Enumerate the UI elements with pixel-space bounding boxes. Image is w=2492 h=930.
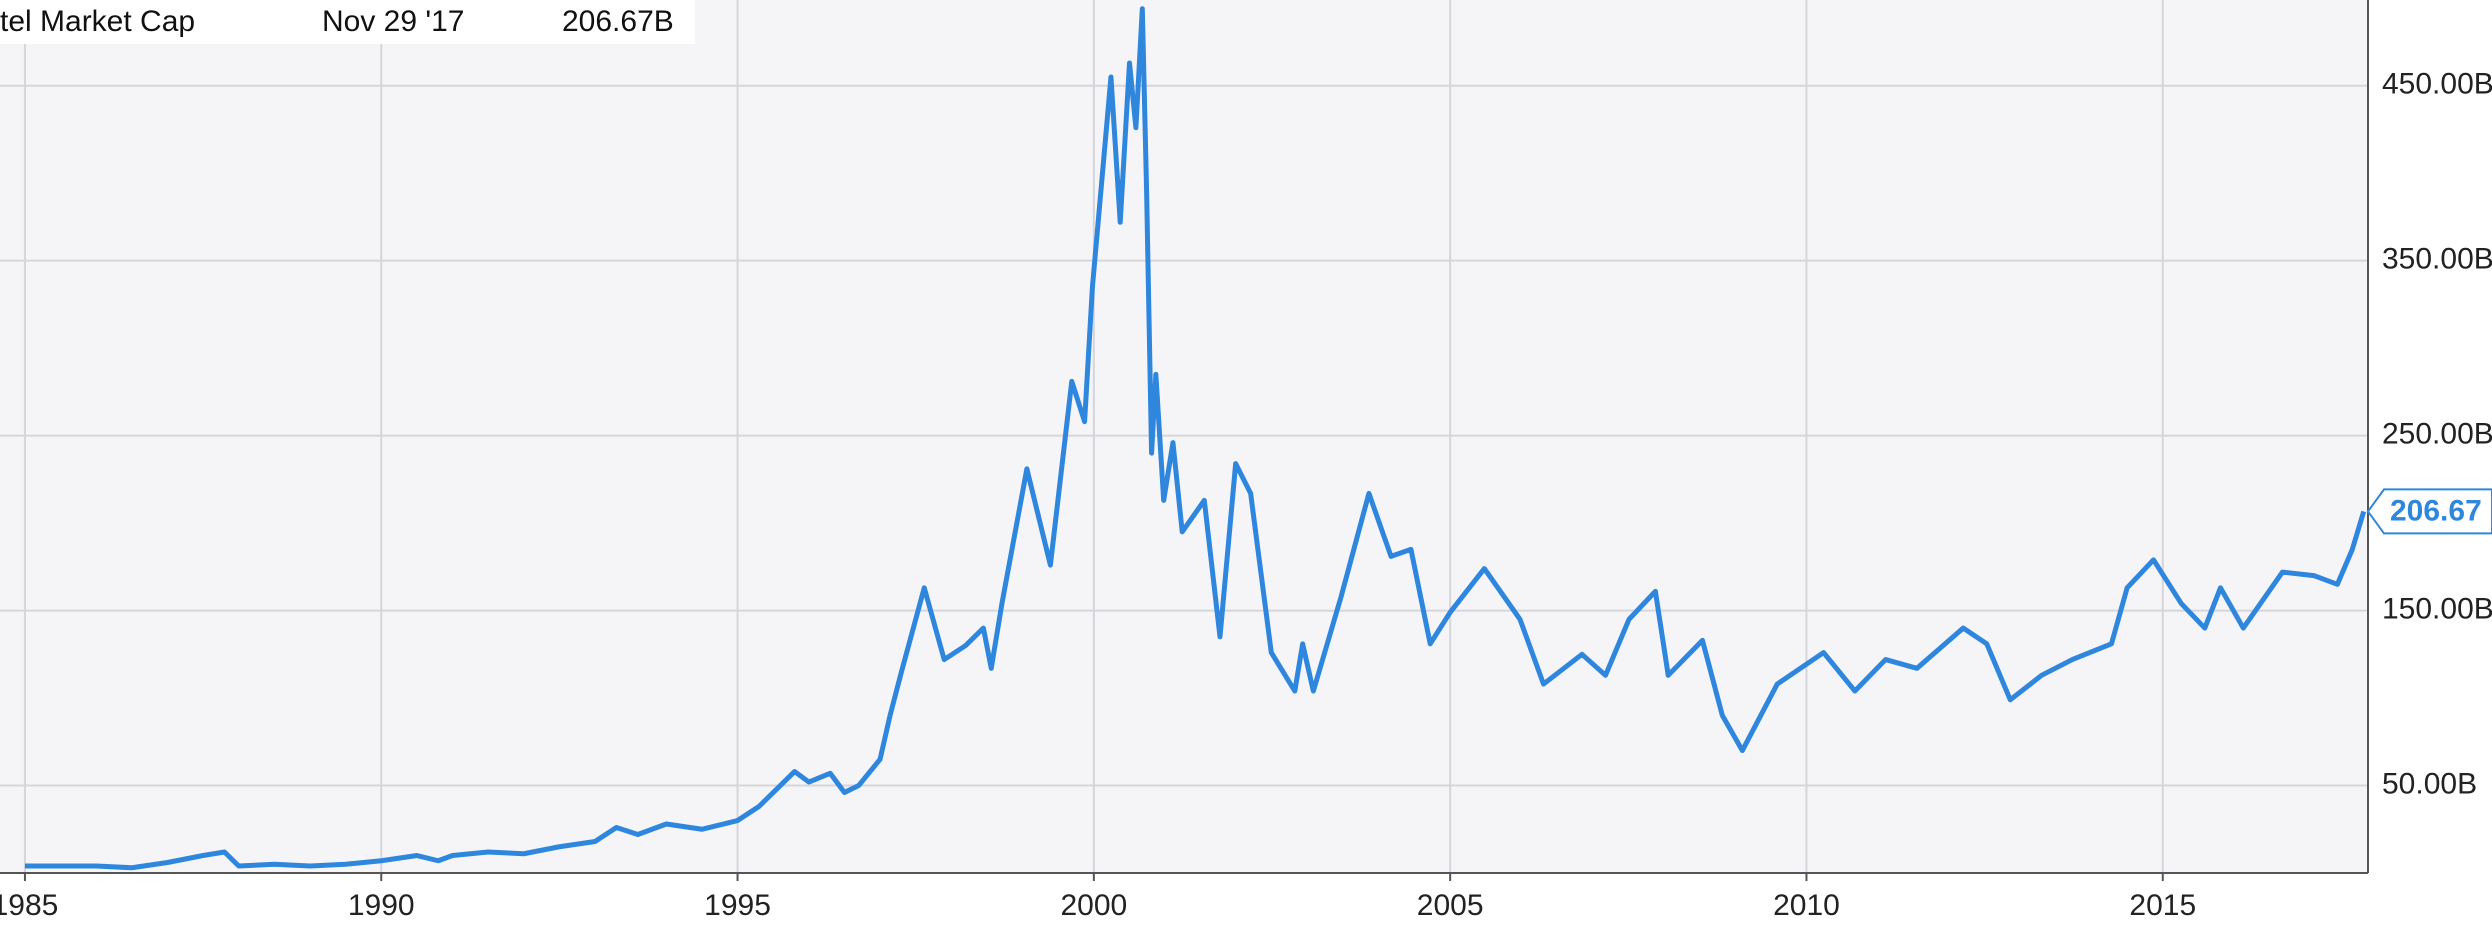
x-tick-label: 2010 [1773, 889, 1840, 922]
axes: 50.00B 150.00B 250.00B 350.00B 450.00B 1985 19… [0, 68, 2492, 922]
header-box [0, 0, 695, 44]
y-tick-label: 450.00B [2382, 68, 2492, 101]
x-tick-label: 1995 [704, 889, 771, 922]
plot [24, 6, 2367, 871]
grid [0, 0, 2368, 873]
current-value-label: 206.67 [2390, 494, 2482, 527]
x-tick-label: 2000 [1060, 889, 1127, 922]
y-tick-label: 250.00B [2382, 418, 2492, 451]
y-tick-label: 350.00B [2382, 243, 2492, 276]
line-series [24, 6, 2367, 871]
y-tick-label: 50.00B [2382, 767, 2477, 800]
header-value: 206.67B [562, 5, 674, 38]
header-date: Nov 29 '17 [322, 5, 465, 38]
x-tick-label: 2005 [1417, 889, 1484, 922]
current-value-flag [2366, 488, 2492, 535]
y-tick-label: 150.00B [2382, 592, 2492, 625]
header-title: tel Market Cap [0, 5, 195, 38]
x-tick-label: 2015 [2129, 889, 2196, 922]
x-tick-label: 1990 [348, 889, 415, 922]
x-tick-label: 1985 [0, 889, 58, 922]
